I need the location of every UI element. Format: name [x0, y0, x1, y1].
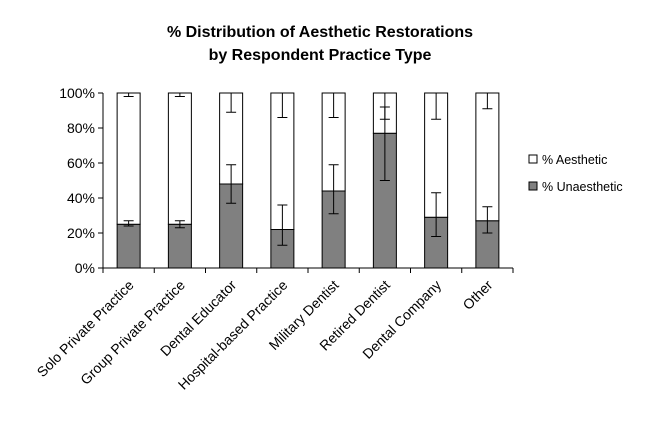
y-tick-label: 20% — [67, 225, 95, 241]
plot-area: 0%20%40%60%80%100%Solo Private PracticeG… — [34, 85, 514, 393]
bar-aesthetic — [475, 92, 500, 222]
y-tick-label: 100% — [59, 85, 95, 101]
legend: % Aesthetic % Unaesthetic — [528, 153, 623, 194]
bar-unaesthetic — [167, 223, 192, 269]
bar-unaesthetic — [116, 223, 141, 269]
chart-subtitle: by Respondent Practice Type — [209, 47, 432, 64]
legend-swatch-aesthetic — [528, 154, 538, 164]
y-tick-label: 80% — [67, 120, 95, 136]
category-label: Solo Private Practice — [34, 277, 137, 380]
chart-title: % Distribution of Aesthetic Restorations — [167, 24, 473, 41]
legend-label-aesthetic: % Aesthetic — [542, 153, 607, 167]
y-tick-label: 40% — [67, 190, 95, 206]
y-tick-label: 60% — [67, 155, 95, 171]
category-label: Other — [459, 277, 495, 313]
legend-swatch-unaesthetic — [528, 181, 538, 191]
bar-aesthetic — [116, 92, 141, 225]
bar-aesthetic — [167, 92, 192, 225]
legend-label-unaesthetic: % Unaesthetic — [542, 180, 623, 194]
y-tick-label: 0% — [75, 260, 95, 276]
